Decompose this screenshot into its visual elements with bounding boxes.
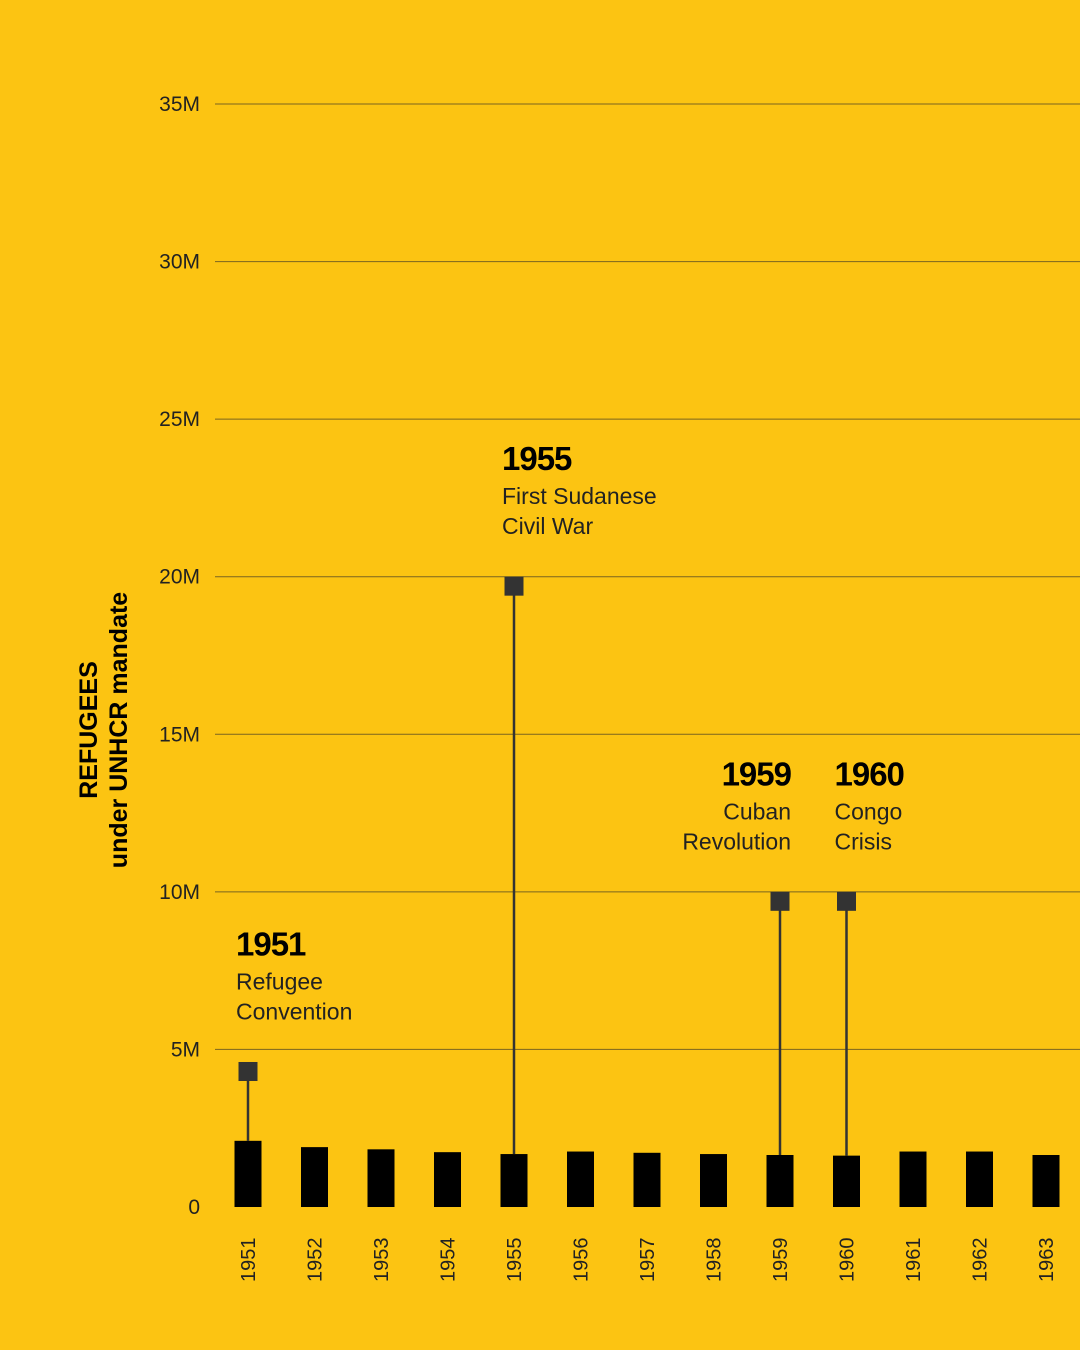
annotations: 1951 Refugee Convention 1955 First Sudanese C… [236, 440, 905, 1156]
bar [833, 1155, 860, 1207]
y-tick-label: 30M [159, 251, 200, 274]
x-tick-label: 1960 [837, 1238, 859, 1283]
annotation-year: 1960 [835, 755, 904, 792]
bar [633, 1152, 661, 1207]
x-tick-label: 1956 [571, 1238, 593, 1283]
annotation-marker [837, 891, 856, 911]
y-tick-label: 5M [171, 1038, 200, 1061]
x-tick-label: 1955 [504, 1238, 526, 1283]
annotation-marker [238, 1061, 258, 1081]
y-axis-title-line: REFUGEES [75, 661, 103, 799]
x-tick-label: 1953 [371, 1238, 393, 1283]
annotation-text: Refugee [236, 968, 323, 994]
x-tick-label: 1951 [238, 1238, 260, 1283]
x-tick-label: 1952 [305, 1238, 327, 1283]
bar [899, 1151, 927, 1207]
annotation-marker [770, 891, 790, 911]
annotation-text: Civil War [502, 513, 593, 539]
annotation-text: Revolution [682, 828, 791, 854]
y-tick-label: 35M [159, 93, 200, 116]
bar [567, 1151, 594, 1207]
bar [367, 1149, 395, 1207]
x-tick-label: 1954 [438, 1238, 460, 1283]
y-axis-ticks: 0 5M 10M 15M 20M 25M 30M 35M [159, 93, 200, 1219]
annotation-text: Crisis [835, 828, 893, 854]
bar [766, 1155, 794, 1207]
annotation-text: Convention [236, 998, 352, 1024]
bar [1032, 1155, 1060, 1207]
x-axis-ticks: 1951 1952 1953 1954 1955 1956 1957 1958 1959 1960… [238, 1238, 1058, 1283]
x-tick-label: 1957 [637, 1238, 659, 1283]
x-tick-label: 1962 [970, 1238, 992, 1283]
y-tick-label: 0 [188, 1196, 200, 1219]
grid-lines [215, 103, 1080, 1050]
y-axis-title: REFUGEESunder UNHCR mandate [75, 592, 133, 869]
y-tick-label: 20M [159, 566, 200, 589]
annotation-year: 1951 [236, 925, 306, 962]
annotation-marker [504, 576, 524, 596]
y-axis-label: REFUGEESunder UNHCR mandate [75, 592, 133, 869]
y-tick-label: 10M [159, 881, 200, 904]
x-tick-label: 1958 [704, 1238, 726, 1283]
bar [700, 1154, 727, 1207]
annotation-text: Cuban [723, 798, 791, 824]
x-tick-label: 1959 [770, 1238, 792, 1283]
annotation-text: Congo [835, 798, 903, 824]
annotation-year: 1955 [502, 440, 572, 477]
bar [500, 1154, 528, 1207]
bars [234, 1140, 1060, 1207]
annotation-year: 1959 [722, 755, 792, 792]
bar [434, 1152, 461, 1207]
bar [966, 1151, 993, 1207]
x-tick-label: 1963 [1036, 1238, 1058, 1283]
x-tick-label: 1961 [903, 1238, 925, 1283]
y-tick-label: 25M [159, 408, 200, 431]
y-tick-label: 15M [159, 723, 200, 746]
bar [234, 1140, 262, 1207]
y-axis-title-line: under UNHCR mandate [105, 592, 133, 869]
annotation-text: First Sudanese [502, 483, 657, 509]
bar [301, 1147, 328, 1207]
